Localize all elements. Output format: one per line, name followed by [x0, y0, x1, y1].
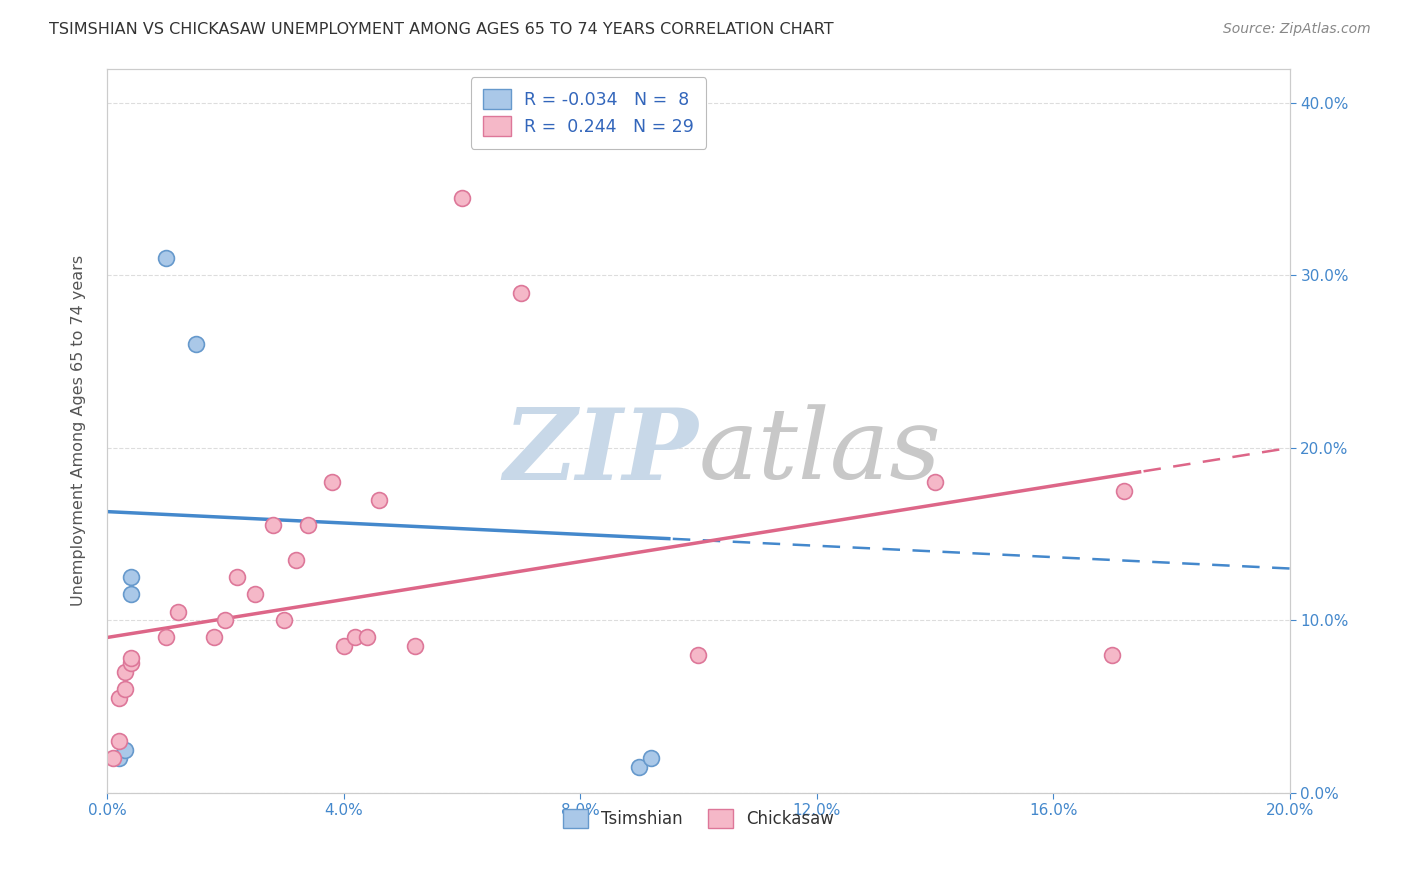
Point	[120, 657, 142, 671]
Text: Source: ZipAtlas.com: Source: ZipAtlas.com	[1223, 22, 1371, 37]
Text: ZIP: ZIP	[503, 404, 699, 500]
Point	[114, 665, 136, 679]
Point	[285, 553, 308, 567]
Point	[262, 518, 284, 533]
Point	[1114, 483, 1136, 498]
Point	[243, 587, 266, 601]
Point	[688, 648, 710, 662]
Point	[108, 690, 131, 705]
Point	[108, 751, 131, 765]
Point	[510, 285, 533, 300]
Point	[184, 337, 207, 351]
Point	[273, 613, 295, 627]
Point	[368, 492, 391, 507]
Point	[108, 734, 131, 748]
Point	[214, 613, 236, 627]
Y-axis label: Unemployment Among Ages 65 to 74 years: Unemployment Among Ages 65 to 74 years	[72, 255, 86, 607]
Text: TSIMSHIAN VS CHICKASAW UNEMPLOYMENT AMONG AGES 65 TO 74 YEARS CORRELATION CHART: TSIMSHIAN VS CHICKASAW UNEMPLOYMENT AMON…	[49, 22, 834, 37]
Point	[924, 475, 946, 490]
Point	[120, 570, 142, 584]
Point	[226, 570, 249, 584]
Point	[114, 742, 136, 756]
Point	[155, 631, 177, 645]
Point	[628, 760, 651, 774]
Point	[1101, 648, 1123, 662]
Point	[297, 518, 319, 533]
Text: atlas: atlas	[699, 405, 941, 500]
Point	[167, 605, 190, 619]
Point	[155, 251, 177, 265]
Point	[404, 639, 426, 653]
Point	[332, 639, 354, 653]
Point	[344, 631, 367, 645]
Point	[202, 631, 225, 645]
Point	[120, 587, 142, 601]
Point	[321, 475, 343, 490]
Point	[451, 191, 474, 205]
Point	[356, 631, 378, 645]
Point	[640, 751, 662, 765]
Legend: Tsimshian, Chickasaw: Tsimshian, Chickasaw	[557, 803, 841, 835]
Point	[120, 651, 142, 665]
Point	[114, 682, 136, 697]
Point	[101, 751, 124, 765]
